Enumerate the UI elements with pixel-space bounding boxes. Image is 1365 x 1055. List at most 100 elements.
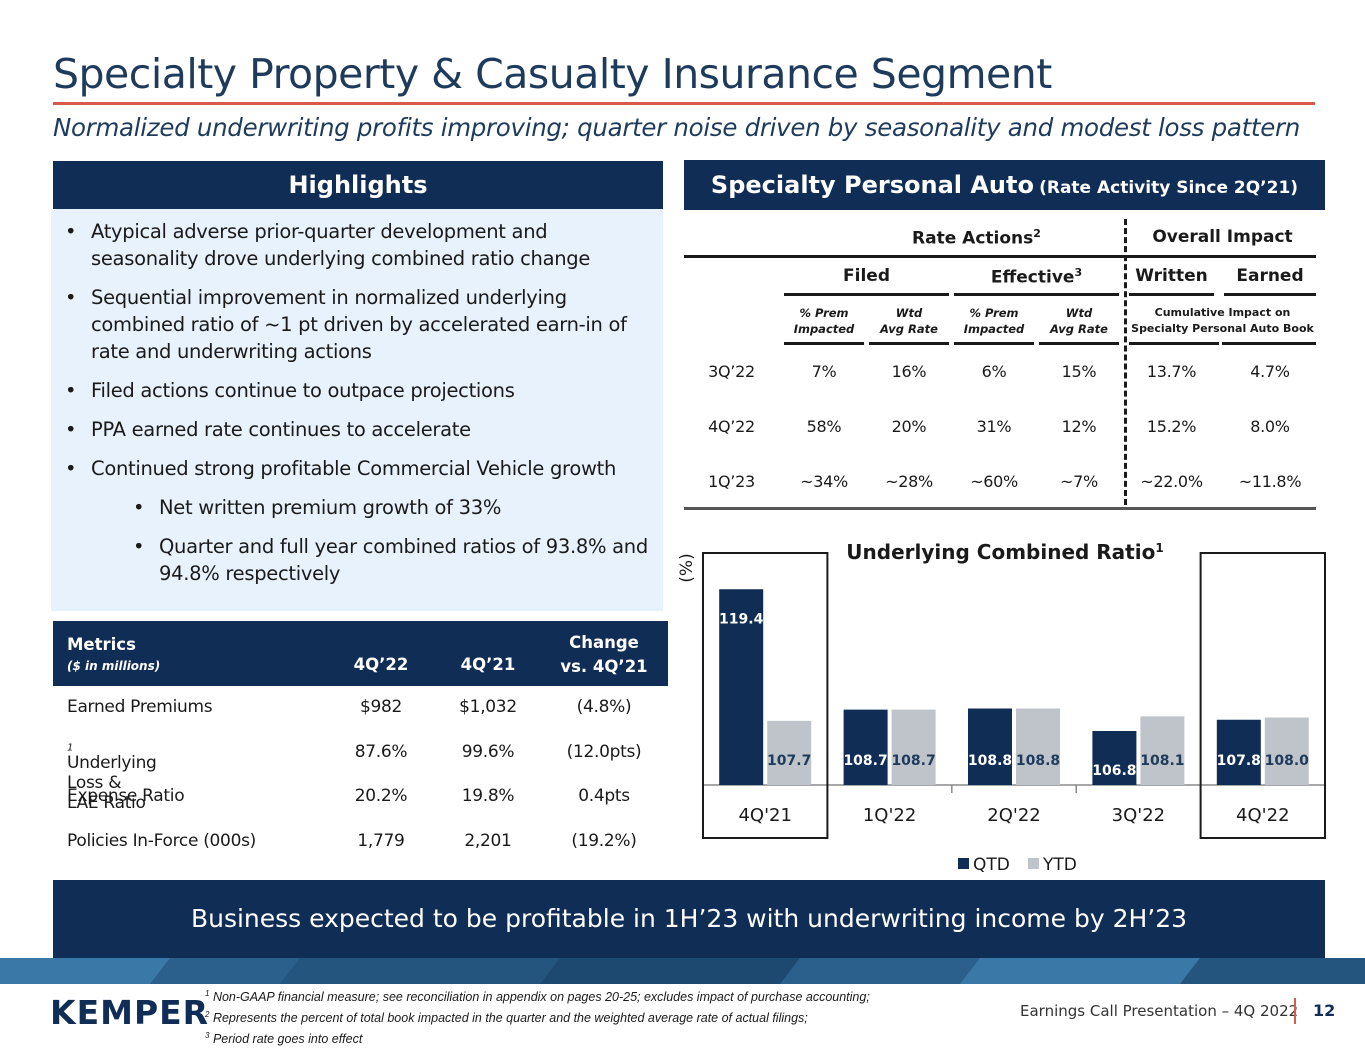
metric-label: Underlying Loss & LAE Ratio 1 bbox=[67, 741, 157, 813]
effective-prem: ~60% bbox=[970, 472, 1018, 491]
earned-impact: 8.0% bbox=[1250, 417, 1290, 436]
x-tick-label: 4Q'21 bbox=[738, 805, 791, 826]
subheader-wtd-avg: Wtd Avg Rate bbox=[1039, 305, 1119, 337]
footnote: 2 Represents the percent of total book i… bbox=[205, 1006, 870, 1027]
qtd-bar bbox=[1216, 719, 1261, 785]
earned-impact: ~11.8% bbox=[1238, 472, 1302, 491]
metric-footnote-ref: 1 bbox=[67, 741, 74, 753]
subheader-prem-impacted: % Prem Impacted bbox=[954, 305, 1034, 337]
written-rule bbox=[1129, 293, 1214, 296]
highlights-heading: Highlights bbox=[53, 161, 663, 209]
data-label: 107.7 bbox=[767, 753, 811, 769]
qtd-bar bbox=[719, 589, 764, 785]
highlight-frame bbox=[702, 552, 829, 839]
subheader-line: Wtd bbox=[895, 306, 923, 320]
footnote-text: Represents the percent of total book imp… bbox=[212, 1011, 808, 1026]
subheader-prem-impacted: % Prem Impacted bbox=[784, 305, 864, 337]
qtd-bar bbox=[1092, 731, 1137, 785]
qtd-bar bbox=[843, 709, 888, 785]
metric-label: Expense Ratio bbox=[67, 786, 185, 806]
earned-header: Earned bbox=[1236, 266, 1304, 286]
chart-legend: QTD YTD bbox=[958, 855, 1077, 875]
data-label: 108.0 bbox=[1265, 753, 1310, 769]
metrics-col-current: 4Q’22 bbox=[353, 655, 409, 674]
subheader-rule bbox=[869, 342, 949, 345]
subheader-rule bbox=[1129, 342, 1219, 345]
subheader-line: % Prem bbox=[799, 306, 849, 320]
effective-label: Effective bbox=[990, 267, 1075, 288]
filed-prem: ~34% bbox=[800, 472, 848, 491]
x-tick-label: 3Q'22 bbox=[1112, 805, 1165, 826]
written-header: Written bbox=[1135, 266, 1208, 286]
metric-current: 20.2% bbox=[354, 786, 408, 806]
metric-prior: $1,032 bbox=[459, 697, 517, 717]
highlight-frame bbox=[1199, 552, 1326, 839]
metrics-col-change-line1: Change bbox=[569, 633, 639, 652]
overall-impact-header: Overall Impact bbox=[1152, 227, 1293, 247]
ytd-bar bbox=[1140, 716, 1185, 785]
rate-actions-label: Rate Actions bbox=[912, 228, 1034, 249]
subheader-wtd-avg: Wtd Avg Rate bbox=[869, 305, 949, 337]
filed-prem: 7% bbox=[811, 362, 837, 381]
metric-change: 0.4pts bbox=[578, 786, 630, 806]
cumulative-impact-label: Cumulative Impact on Specialty Personal A… bbox=[1129, 305, 1316, 337]
x-tick-label: 4Q'22 bbox=[1236, 805, 1289, 826]
ytd-bar bbox=[1264, 717, 1309, 785]
subheader-line: Avg Rate bbox=[1050, 322, 1108, 336]
footnotes: 1 Non-GAAP financial measure; see reconc… bbox=[205, 985, 870, 1048]
data-label: 107.8 bbox=[1217, 753, 1261, 769]
kemper-logo: KEMPER bbox=[50, 993, 210, 1032]
footnote-marker: 2 bbox=[205, 1010, 210, 1020]
metric-prior: 19.8% bbox=[461, 786, 515, 806]
ytd-bar bbox=[891, 709, 936, 785]
subheader-line: Wtd bbox=[1065, 306, 1093, 320]
spa-heading-sub: (Rate Activity Since 2Q’21) bbox=[1039, 178, 1299, 198]
header-rule bbox=[684, 255, 1316, 258]
written-impact: ~22.0% bbox=[1140, 472, 1203, 491]
legend-swatch bbox=[958, 858, 969, 869]
quarter-label: 4Q’22 bbox=[708, 417, 755, 436]
subheader-line: % Prem bbox=[969, 306, 1019, 320]
data-label: 108.7 bbox=[843, 753, 887, 769]
data-label: 119.4 bbox=[719, 611, 764, 627]
data-label: 108.1 bbox=[1140, 753, 1184, 769]
metrics-head-unit: ($ in millions) bbox=[67, 659, 161, 673]
effective-prem: 31% bbox=[976, 417, 1012, 436]
page-number: 12 bbox=[1313, 1001, 1336, 1020]
metric-current: 87.6% bbox=[354, 741, 408, 762]
page-title: Specialty Property & Casualty Insurance … bbox=[53, 50, 1052, 98]
written-impact: 13.7% bbox=[1146, 362, 1197, 381]
cumulative-line: Specialty Personal Auto Book bbox=[1131, 322, 1314, 335]
data-label: 108.7 bbox=[891, 753, 935, 769]
metrics-col-change: Change vs. 4Q’21 bbox=[548, 631, 660, 679]
x-tick-label: 2Q'22 bbox=[987, 805, 1040, 826]
chart-title-footnote-ref: 1 bbox=[1155, 541, 1163, 555]
footer-divider bbox=[1294, 998, 1296, 1024]
subheader-rule bbox=[1222, 342, 1316, 345]
metric-label: Earned Premiums bbox=[67, 697, 213, 717]
presentation-label: Earnings Call Presentation – 4Q 2022 bbox=[1020, 1002, 1299, 1020]
subheader-rule bbox=[1039, 342, 1119, 345]
filed-rate: 16% bbox=[891, 362, 927, 381]
highlight-item: Sequential improvement in normalized und… bbox=[65, 284, 653, 365]
table-row: Earned Premiums $982 $1,032 (4.8%) bbox=[53, 686, 668, 731]
table-row: Expense Ratio 20.2% 19.8% 0.4pts bbox=[53, 775, 668, 820]
filed-prem: 58% bbox=[806, 417, 842, 436]
decorative-stripes bbox=[0, 958, 1365, 984]
metric-current: $982 bbox=[359, 697, 403, 717]
highlight-sub-item: Quarter and full year combined ratios of… bbox=[133, 533, 653, 587]
metric-prior: 99.6% bbox=[461, 741, 515, 762]
quarter-label: 3Q’22 bbox=[708, 362, 755, 381]
chart-labels: 119.4 107.7 4Q'21 108.7 108.7 1Q'22 108.8 108.8… bbox=[719, 611, 1309, 826]
effective-footnote-ref: 3 bbox=[1074, 266, 1083, 279]
data-label: 108.8 bbox=[968, 753, 1012, 769]
data-label: 106.8 bbox=[1092, 763, 1136, 779]
legend-label: YTD bbox=[1042, 855, 1077, 875]
data-label: 108.8 bbox=[1016, 753, 1060, 769]
cumulative-line: Cumulative Impact on bbox=[1154, 306, 1291, 319]
footnote: 1 Non-GAAP financial measure; see reconc… bbox=[205, 985, 870, 1006]
ytd-bar bbox=[767, 720, 812, 785]
metrics-header: Metrics ($ in millions) 4Q’22 4Q’21 Chan… bbox=[53, 621, 668, 686]
subheader-rule bbox=[784, 342, 864, 345]
quarter-label: 1Q’23 bbox=[708, 472, 755, 491]
